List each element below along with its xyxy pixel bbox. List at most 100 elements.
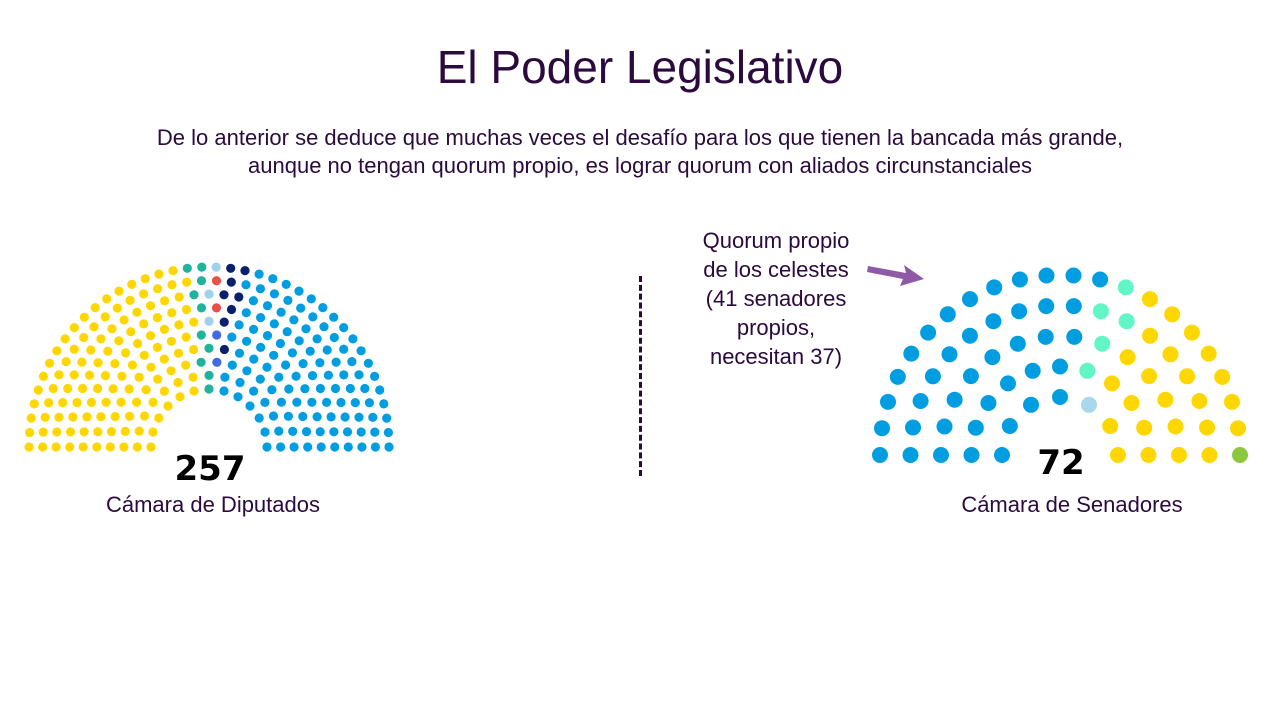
seat [354,370,364,380]
seat [148,397,158,407]
seat [1183,324,1200,341]
seat [1201,447,1218,463]
seat [339,344,349,354]
seat [211,303,222,313]
seat [315,427,325,437]
seat [125,295,135,305]
seat [1162,346,1179,363]
seat [1117,279,1134,296]
seat [255,284,265,294]
seat [1065,298,1082,315]
seat [69,323,79,333]
seat [100,371,111,381]
seat [370,371,380,381]
seat [1199,419,1215,436]
seat [182,263,192,273]
seat [274,372,284,382]
seat [1142,291,1158,308]
seat [986,279,1003,296]
seat [912,393,929,409]
seat [1023,396,1039,413]
seat [249,354,259,364]
seat [1118,313,1135,330]
seat [226,277,236,287]
seat [276,442,286,452]
seat [255,374,265,384]
seat [962,368,979,385]
seat [256,342,266,352]
seat [323,370,333,380]
seat [127,360,137,370]
seat [287,348,297,358]
seat [29,399,39,409]
seat [65,427,76,437]
seat [69,370,79,380]
seat [298,411,308,422]
seat [379,399,389,409]
seat [292,397,302,407]
seat [242,336,252,346]
seat [283,411,293,421]
annotation-line: Quorum propio [702,228,850,253]
seat [350,398,360,408]
seat [226,304,237,315]
seat [68,412,78,422]
seat [902,447,919,463]
seat [357,442,367,452]
seat [96,412,106,422]
seat [306,294,316,304]
seat [316,442,326,452]
seat [307,371,318,381]
seat [254,269,264,279]
seat [82,412,92,422]
seat [318,303,328,313]
seat [227,332,237,342]
seat [289,315,299,325]
seat [331,357,341,367]
seat [343,442,353,452]
seat [241,308,251,318]
seat [106,427,117,437]
seat [294,286,304,296]
seat [348,334,358,344]
seat [145,331,156,341]
seat [124,384,134,394]
seat [146,362,156,372]
annotation-line: propios, [736,315,816,340]
seat [962,291,978,308]
seat [961,327,978,344]
seat [58,398,68,408]
seat [946,391,963,408]
seat [282,327,292,337]
seat [100,312,110,322]
seat [102,294,112,304]
seat [269,289,279,299]
seat [281,360,291,370]
seat [872,447,888,463]
seat [967,419,984,436]
seat [139,289,149,299]
seat [89,322,99,332]
seat [132,397,142,407]
seat [249,324,259,334]
seat [60,334,70,344]
seat [153,374,163,384]
seat [1052,358,1068,375]
seat [211,276,222,286]
senadores-label: Cámara de Senadores [961,492,1183,517]
seat [197,262,207,272]
seat [112,303,122,313]
seat [134,372,144,382]
seat [133,338,143,349]
seat [125,411,135,421]
seat [219,386,229,396]
seat [984,349,1001,366]
seat [79,312,89,322]
diputados-label: Cámara de Diputados [105,492,320,517]
seat [1171,447,1187,463]
subtitle: De lo anterior se deduce que muchas vece… [156,125,1124,178]
seat [61,357,71,367]
seat [92,442,102,452]
seat [126,327,136,337]
